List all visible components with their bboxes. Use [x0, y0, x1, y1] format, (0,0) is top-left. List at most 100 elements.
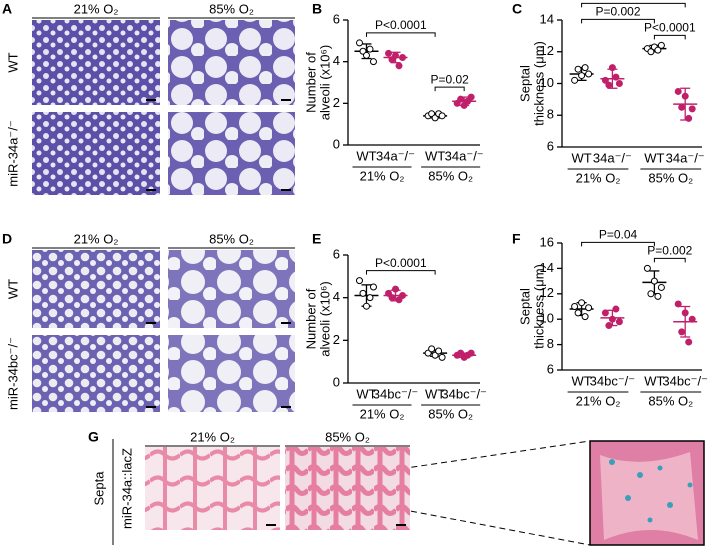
condition-label: 85% O₂ — [428, 406, 473, 421]
y-tick-label: 16 — [540, 234, 554, 249]
p-value: P=0.04 — [599, 228, 638, 242]
group-label: WT — [644, 150, 664, 165]
condition-label: 21% O₂ — [360, 406, 405, 421]
column-header: 21% O₂ — [190, 429, 235, 444]
group-label: 34bc⁻/⁻ — [662, 373, 708, 388]
data-point — [650, 277, 658, 285]
data-point — [438, 353, 446, 361]
condition-label: 21% O₂ — [360, 168, 405, 183]
data-point — [362, 302, 370, 310]
column-header: 21% O₂ — [74, 231, 119, 246]
data-point — [467, 349, 475, 357]
data-point — [608, 315, 616, 323]
data-point — [574, 309, 582, 317]
data-point — [685, 338, 693, 346]
micrograph — [285, 447, 410, 530]
data-point — [578, 72, 586, 80]
row-label: WT — [5, 52, 20, 72]
data-point — [647, 48, 655, 56]
data-point — [681, 309, 689, 317]
y-tick-label: 6 — [547, 361, 554, 376]
row-label: WT — [5, 279, 20, 299]
data-point — [615, 318, 623, 326]
side-label: Septa — [91, 471, 106, 506]
data-point — [605, 81, 613, 89]
y-tick-label: 6 — [547, 138, 554, 153]
y-tick-label: 2 — [333, 95, 340, 110]
significance-bracket — [365, 32, 436, 37]
p-value: P<0.0001 — [375, 256, 427, 270]
group-label: WT — [425, 148, 445, 163]
column-header: 85% O₂ — [325, 429, 370, 444]
data-point — [685, 114, 693, 122]
data-point — [643, 264, 651, 272]
column-header: 21% O₂ — [74, 1, 119, 16]
micrograph — [168, 335, 295, 412]
data-point — [395, 62, 403, 70]
data-point — [369, 283, 377, 291]
data-point — [366, 294, 374, 302]
y-axis-label: thickness (μm) — [531, 41, 546, 126]
data-point — [574, 65, 582, 73]
data-point — [581, 64, 589, 72]
y-tick-label: 4 — [333, 289, 340, 304]
p-value: P<0.0001 — [644, 21, 696, 35]
p-value: P=0.002 — [647, 244, 692, 258]
y-tick-label: 8 — [547, 107, 554, 122]
data-point — [571, 303, 579, 310]
y-tick-label: 12 — [540, 43, 554, 58]
significance-bracket — [653, 34, 686, 40]
data-point — [608, 64, 616, 72]
y-tick-label: 2 — [333, 332, 340, 347]
data-point — [615, 80, 623, 87]
group-label: WT — [356, 148, 376, 163]
data-point — [657, 41, 665, 49]
y-axis-label: Septal — [517, 65, 532, 102]
y-tick-label: 10 — [540, 75, 554, 90]
significance-bracket — [581, 2, 686, 8]
data-point — [585, 70, 593, 78]
data-point — [678, 328, 686, 336]
data-point — [428, 345, 436, 353]
data-point — [681, 92, 689, 100]
significance-bracket — [365, 270, 436, 275]
y-axis-label: Number of — [303, 52, 318, 113]
y-tick-label: 6 — [333, 246, 340, 261]
y-tick-label: 14 — [540, 260, 554, 275]
group-label: 34a⁻/⁻ — [593, 150, 632, 165]
data-point — [392, 285, 400, 293]
group-label: 34a⁻/⁻ — [666, 150, 705, 165]
data-point — [688, 315, 696, 323]
data-point — [399, 54, 407, 61]
micrograph — [168, 20, 295, 105]
data-point — [612, 73, 620, 81]
panel-letter: F — [512, 231, 521, 247]
panel-letter: D — [2, 231, 12, 247]
data-point — [362, 51, 370, 59]
data-point — [654, 292, 662, 300]
y-axis-label: Septal — [517, 288, 532, 325]
data-point — [674, 300, 682, 308]
panel-letter: E — [312, 231, 321, 247]
significance-bracket — [581, 241, 655, 247]
data-point — [688, 105, 696, 113]
data-point — [654, 46, 662, 54]
data-point — [581, 313, 589, 321]
panel-letter: C — [512, 1, 522, 17]
data-point — [578, 299, 586, 307]
y-tick-label: 0 — [333, 136, 340, 151]
data-point — [612, 305, 620, 313]
data-point — [467, 93, 475, 101]
y-axis-label: Number of — [303, 288, 318, 349]
y-tick-label: 4 — [333, 53, 340, 68]
group-label: WT — [571, 373, 591, 388]
micrograph — [32, 250, 160, 328]
micrograph — [168, 250, 295, 328]
column-header: 85% O₂ — [209, 1, 254, 16]
y-tick-label: 8 — [547, 336, 554, 351]
micrograph — [32, 20, 160, 105]
micrograph — [32, 112, 160, 195]
data-point — [457, 95, 465, 103]
data-point — [359, 289, 367, 297]
